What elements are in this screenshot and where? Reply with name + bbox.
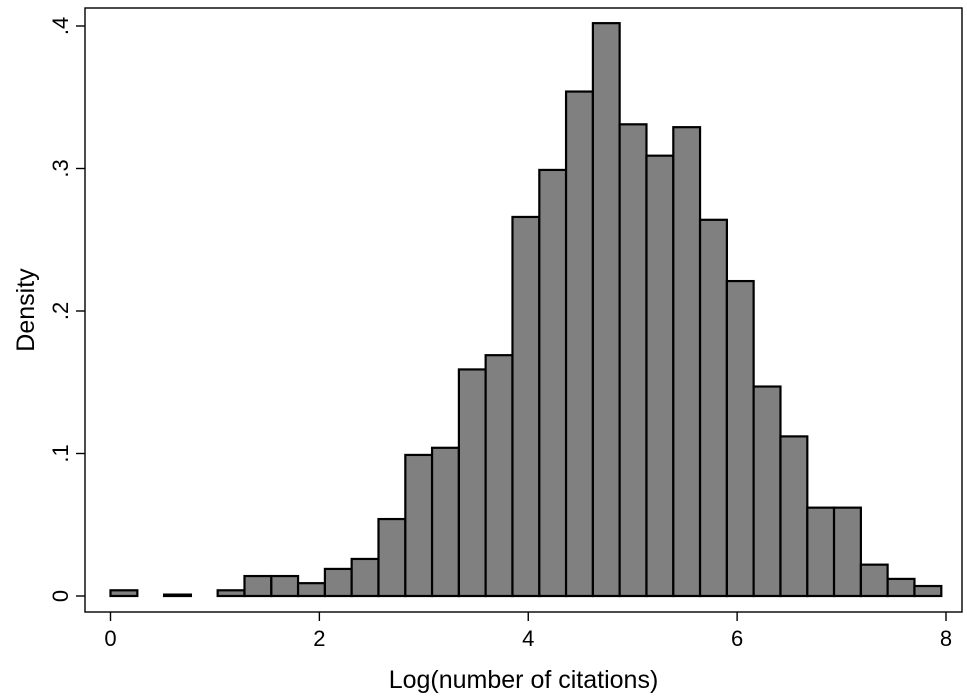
histogram-bar: [752, 385, 782, 598]
histogram-bar: [806, 506, 836, 598]
histogram-bar: [672, 126, 702, 598]
histogram-bar: [430, 446, 460, 598]
histogram-bar: [109, 589, 139, 598]
x-tick-label: 6: [731, 626, 743, 651]
histogram-bar: [457, 368, 487, 598]
histogram-bar: [725, 279, 755, 598]
histogram-bar: [404, 453, 434, 598]
x-tick-label: 0: [104, 626, 116, 651]
y-tick-label: 0: [48, 590, 73, 602]
histogram-bar: [564, 90, 594, 598]
histogram-bar: [859, 563, 889, 598]
bars-group: [109, 22, 943, 598]
histogram-bar: [698, 218, 728, 598]
histogram-bar: [538, 168, 568, 598]
histogram-bar: [913, 584, 943, 598]
histogram-bar: [511, 215, 541, 598]
y-tick-label: .4: [48, 17, 73, 35]
x-axis: 0 2 4 6 8: [104, 612, 952, 651]
histogram-bar: [296, 582, 327, 598]
x-tick-label: 4: [522, 626, 534, 651]
histogram-bar: [591, 22, 621, 598]
x-tick-label: 8: [940, 626, 952, 651]
histogram-bar: [243, 574, 273, 598]
histogram-bar: [618, 123, 648, 598]
y-tick-label: .3: [48, 159, 73, 177]
x-axis-label: Log(number of citations): [389, 666, 659, 694]
histogram-bar: [779, 435, 809, 598]
histogram-bar: [162, 593, 193, 598]
histogram-bar: [484, 354, 514, 598]
histogram-bar: [323, 567, 353, 598]
histogram-bar: [377, 517, 407, 598]
y-axis: 0 .1 .2 .3 .4: [48, 17, 85, 602]
y-axis-label: Density: [12, 268, 40, 352]
histogram-bar: [832, 506, 862, 598]
histogram-bar: [350, 557, 380, 598]
y-tick-label: .2: [48, 302, 73, 320]
histogram-bar: [270, 574, 300, 598]
histogram-bar: [216, 589, 246, 598]
x-tick-label: 2: [313, 626, 325, 651]
histogram-bar: [645, 154, 675, 598]
plot-frame: [84, 7, 963, 613]
histogram-bar: [886, 577, 916, 598]
y-tick-label: .1: [48, 444, 73, 462]
